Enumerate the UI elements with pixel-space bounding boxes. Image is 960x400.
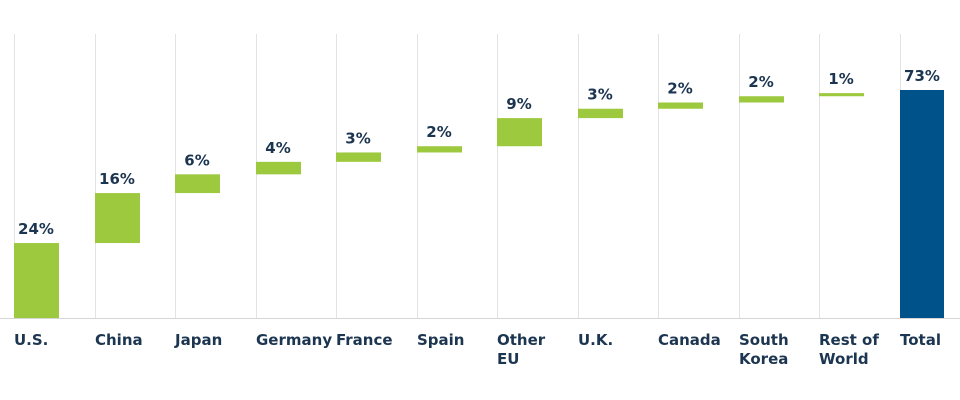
data-label: 4% [265,139,290,157]
data-label: 16% [99,170,135,188]
data-label: 2% [426,123,451,141]
bar-canada [658,102,703,109]
bar-japan [175,174,220,194]
data-label: 3% [345,129,370,147]
x-tick-label: U.S. [14,331,48,349]
x-tick-label: World [819,350,869,368]
data-label: 1% [828,70,853,88]
x-tick-label: Spain [417,331,464,349]
data-label: 24% [18,220,54,238]
data-label: 2% [667,79,692,97]
x-tick-label: EU [497,350,519,368]
bar-restof-world [819,93,864,97]
x-tick-label: Rest of [819,331,879,349]
bar-us [14,243,59,318]
data-label: 3% [587,86,612,104]
x-tick-label: U.K. [578,331,613,349]
x-tick-label: Japan [174,331,222,349]
bar-south-korea [739,96,784,103]
x-tick-label: South [739,331,789,349]
x-tick-label: Other [497,331,546,349]
data-label: 73% [904,67,940,85]
bar-spain [417,146,462,153]
data-label: 6% [184,151,209,169]
data-label: 9% [506,95,531,113]
bar-china [95,193,140,244]
x-tick-label: Total [900,331,941,349]
data-label: 2% [748,73,773,91]
bar-uk [578,108,623,119]
x-tick-label: Germany [256,331,332,349]
bar-germany [256,161,301,175]
x-tick-label: China [95,331,143,349]
bar-other-eu [497,118,542,147]
x-tick-label: Korea [739,350,788,368]
total-bar [900,90,944,318]
bar-france [336,152,381,162]
x-tick-label: France [336,331,393,349]
x-tick-label: Canada [658,331,721,349]
